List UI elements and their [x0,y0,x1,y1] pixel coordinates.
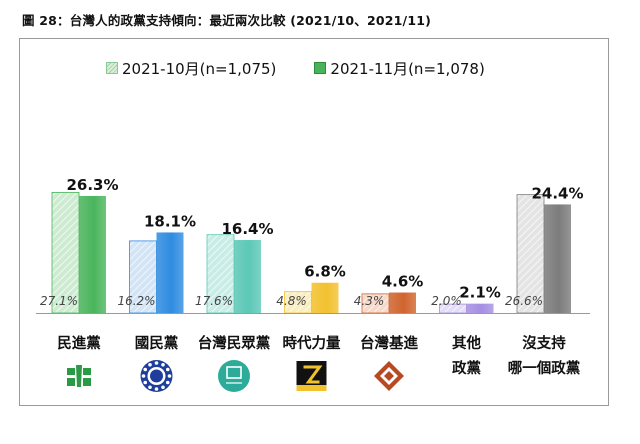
legend-label-oct: 2021-10月(n=1,075) [122,59,277,78]
bar-nov-other [466,303,494,313]
bar-nov-npp [311,282,339,313]
value-label-oct-kmt: 16.2% [117,294,155,308]
category-label-npp-0: 時代力量 [283,334,341,352]
kmt-logo-icon [140,360,173,392]
icons-group [62,360,404,392]
category-label-kmt-0: 國民黨 [135,334,179,352]
category-label-other-1: 政黨 [452,359,481,377]
category-label-other-0: 其他 [452,334,481,352]
bars-group [36,192,590,314]
bar-nov-tpp [234,240,261,313]
value-label-nov-npp: 6.8% [304,263,346,281]
tpp-logo-icon [218,360,250,392]
category-label-dpp-0: 民進黨 [57,334,101,352]
figure-title: 圖 28：台灣人的政黨支持傾向：最近兩次比較 (2021/10、2021/11) [22,13,432,28]
category-label-none-0: 沒支持 [522,334,566,352]
value-label-oct-none: 26.6% [505,294,543,308]
dpp-logo-icon [62,363,96,389]
value-label-nov-tpp: 16.4% [221,220,273,238]
bar-nov-dpp [79,195,106,313]
legend-swatch-nov [314,62,327,74]
chart-legend: 2021-10月(n=1,075) 2021-11月(n=1,078) [106,56,523,80]
legend-label-nov: 2021-11月(n=1,078) [330,59,485,78]
category-label-tsp-0: 台灣基進 [360,334,418,352]
legend-item-nov: 2021-11月(n=1,078) [314,58,485,79]
legend-item-oct: 2021-10月(n=1,075) [106,58,276,79]
value-label-nov-other: 2.1% [459,284,501,302]
value-label-oct-tpp: 17.6% [195,294,233,308]
category-label-none-1: 哪一個政黨 [508,359,581,377]
bar-nov-tsp [389,292,416,313]
legend-swatch-oct [106,62,118,74]
value-label-nov-tsp: 4.6% [382,273,424,291]
chart-frame [19,38,609,406]
npp-logo-icon [296,361,327,391]
value-label-oct-other: 2.0% [431,294,462,308]
value-label-nov-dpp: 26.3% [66,176,118,194]
tsp-logo-icon [374,361,404,391]
value-label-nov-kmt: 18.1% [144,212,196,230]
bar-nov-kmt [156,232,184,313]
category-label-tpp-0: 台灣民眾黨 [198,334,271,352]
bar-nov-none [544,204,571,313]
value-label-nov-none: 24.4% [531,184,583,202]
value-label-oct-npp: 4.8% [276,294,307,308]
labels-group: 27.1% 26.3% 民進黨 16.2% 18.1% 國民黨 17.6% 16.4% 台灣民眾… [40,176,584,377]
value-label-oct-tsp: 4.3% [354,294,385,308]
value-label-oct-dpp: 27.1% [40,294,78,308]
